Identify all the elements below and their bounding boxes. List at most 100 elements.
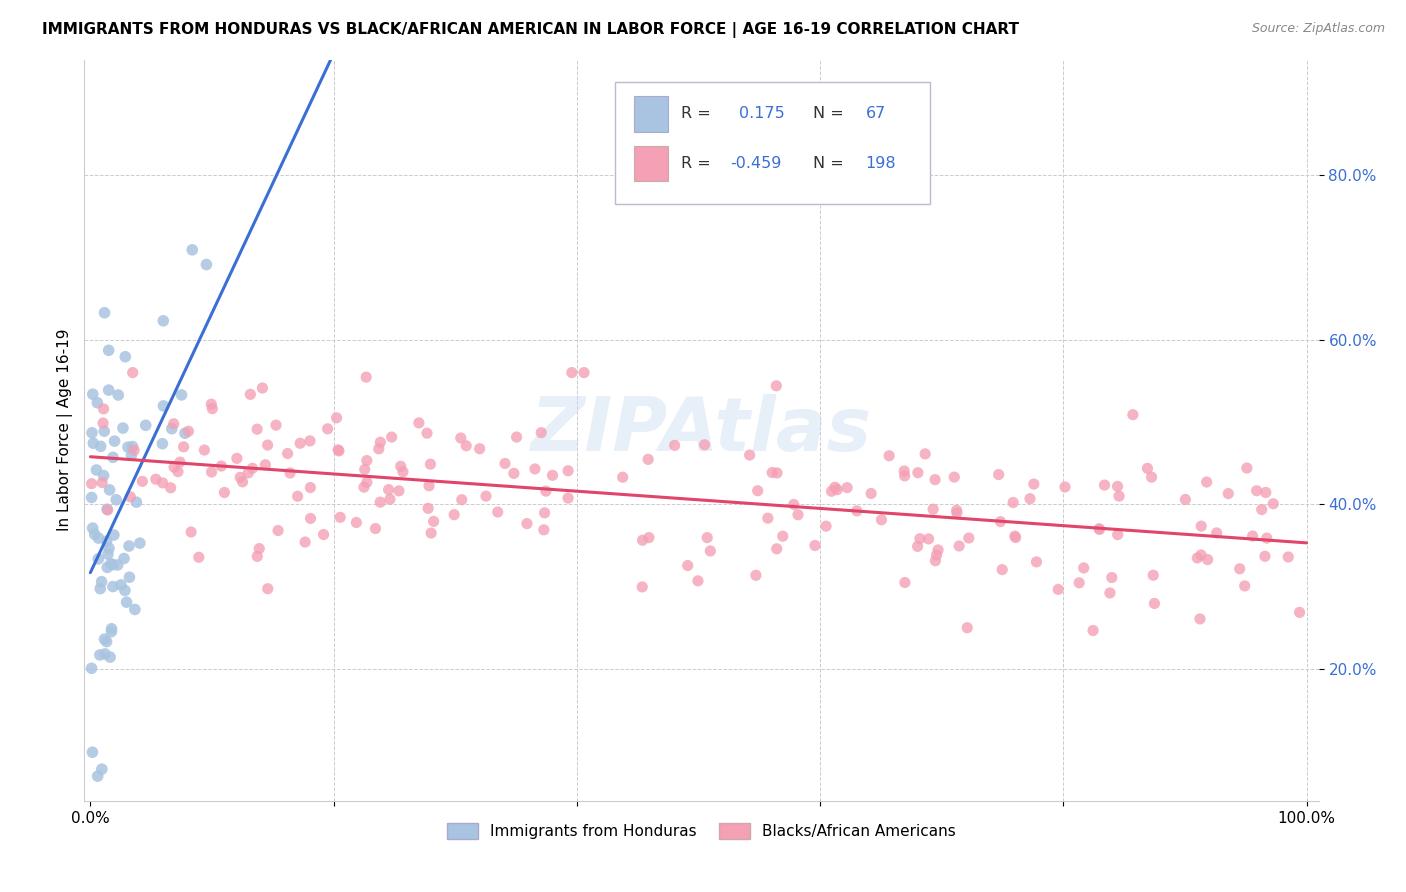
Point: [783, 498, 806, 512]
Point: [502, 467, 524, 481]
Point: [917, 532, 939, 546]
Point: [945, 503, 967, 517]
Point: [468, 442, 491, 456]
Point: [370, 435, 392, 450]
Point: [1122, 408, 1144, 422]
Point: [201, 401, 224, 416]
Point: [1241, 529, 1264, 543]
Point: [187, 550, 209, 565]
Point: [100, 557, 122, 571]
Point: [381, 430, 404, 444]
Point: [174, 426, 197, 441]
Point: [907, 466, 929, 480]
Point: [1088, 522, 1111, 536]
Point: [745, 568, 768, 582]
Point: [815, 519, 838, 533]
Point: [486, 505, 509, 519]
Point: [450, 492, 472, 507]
Point: [699, 544, 721, 558]
Point: [288, 436, 311, 450]
Point: [299, 481, 322, 495]
Point: [631, 533, 654, 548]
Point: [1236, 461, 1258, 475]
Point: [356, 453, 378, 467]
Point: [1022, 477, 1045, 491]
Point: [105, 492, 128, 507]
Point: [693, 438, 716, 452]
Point: [145, 472, 167, 486]
Point: [89, 582, 111, 596]
Point: [214, 485, 236, 500]
Point: [392, 465, 415, 479]
Point: [356, 475, 378, 490]
Text: 67: 67: [866, 106, 886, 121]
Point: [200, 465, 222, 479]
Point: [533, 523, 555, 537]
Point: [516, 516, 538, 531]
Point: [86, 396, 108, 410]
Point: [505, 430, 527, 444]
Point: [765, 541, 787, 556]
Point: [110, 578, 132, 592]
Point: [637, 452, 659, 467]
Point: [115, 595, 138, 609]
Point: [160, 422, 183, 436]
Point: [1195, 475, 1218, 489]
Point: [1187, 551, 1209, 566]
Point: [96, 534, 118, 549]
Point: [80, 425, 103, 440]
Point: [572, 366, 595, 380]
Point: [247, 541, 270, 556]
Point: [1004, 531, 1026, 545]
Point: [167, 465, 190, 479]
Point: [456, 439, 478, 453]
Point: [277, 446, 299, 460]
Point: [766, 466, 789, 480]
Point: [209, 458, 232, 473]
Point: [200, 397, 222, 411]
Point: [316, 422, 339, 436]
Point: [1263, 497, 1285, 511]
Point: [1101, 570, 1123, 584]
Point: [638, 531, 661, 545]
Point: [1098, 586, 1121, 600]
Point: [756, 511, 779, 525]
Point: [90, 574, 112, 589]
Point: [87, 531, 110, 545]
Point: [860, 486, 883, 500]
Point: [225, 451, 247, 466]
Point: [93, 468, 115, 483]
Point: [87, 552, 110, 566]
Point: [1025, 555, 1047, 569]
Point: [557, 491, 579, 505]
Point: [541, 468, 564, 483]
Point: [195, 258, 218, 272]
Point: [914, 447, 936, 461]
Point: [90, 762, 112, 776]
Point: [83, 527, 105, 541]
Point: [344, 516, 367, 530]
Point: [80, 661, 103, 675]
Point: [107, 558, 129, 572]
Point: [329, 510, 352, 524]
Point: [117, 440, 139, 454]
Text: -0.459: -0.459: [730, 156, 782, 171]
Point: [1073, 561, 1095, 575]
Legend: Immigrants from Honduras, Blacks/African Americans: Immigrants from Honduras, Blacks/African…: [441, 817, 962, 845]
Point: [121, 440, 143, 454]
Point: [131, 475, 153, 489]
Point: [181, 243, 204, 257]
Text: 0.175: 0.175: [738, 106, 785, 121]
Point: [367, 442, 389, 456]
Point: [91, 475, 114, 490]
Point: [1189, 548, 1212, 562]
Point: [924, 554, 946, 568]
Point: [946, 506, 969, 520]
Point: [825, 483, 848, 497]
Point: [787, 508, 810, 522]
Point: [246, 422, 269, 436]
Point: [163, 460, 186, 475]
Point: [927, 543, 949, 558]
Point: [232, 475, 254, 489]
Point: [170, 388, 193, 402]
